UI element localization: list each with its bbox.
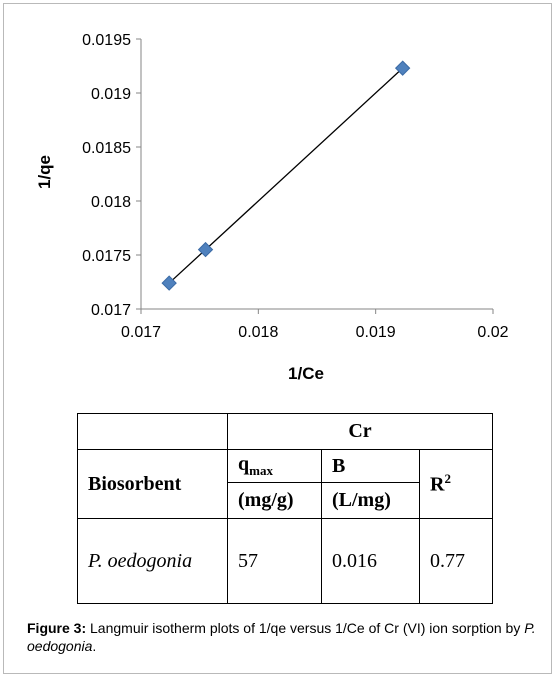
figure-frame: [3, 3, 552, 674]
caption-text: Langmuir isotherm plots of 1/qe versus 1…: [90, 620, 521, 636]
metal-header-cell: Cr: [226, 413, 494, 450]
b-header-cell: B: [321, 449, 420, 483]
data-point: [394, 60, 411, 76]
x-tick-label: 0.018: [238, 324, 278, 341]
table-header-row: Biosorbent qmax B R2: [77, 449, 494, 519]
qmax-subscript: max: [249, 463, 273, 478]
qmax-header-cell: qmax: [227, 449, 322, 483]
y-tick-label: 0.0195: [82, 32, 131, 49]
figure-caption: Figure 3: Langmuir isotherm plots of 1/q…: [27, 619, 542, 655]
biosorbent-header-cell: Biosorbent: [77, 449, 228, 519]
caption-label: Figure 3:: [27, 620, 87, 636]
caption-end: .: [92, 638, 97, 654]
qmax-unit-cell: (mg/g): [227, 482, 322, 519]
qmax-value-cell: 57: [227, 518, 322, 604]
chart-axes: [140, 39, 493, 310]
y-tick-label: 0.019: [91, 86, 131, 103]
x-axis-title: 1/Ce: [288, 364, 324, 383]
y-tick-label: 0.0185: [82, 140, 131, 157]
biosorbent-value-cell: P. oedogonia: [77, 518, 228, 604]
r2-value-cell: 0.77: [418, 518, 494, 604]
table-row: P. oedogonia 57 0.016 0.77: [77, 518, 494, 604]
y-tick-label: 0.017: [91, 302, 131, 319]
r2-base: R: [430, 473, 445, 496]
y-tick-label: 0.018: [91, 194, 131, 211]
qmax-symbol: q: [238, 453, 250, 475]
chart-ticks: 0.017 0.0175 0.018 0.0185 0.019 0.0195 0.017 0.…: [82, 32, 509, 341]
b-value-cell: 0.016: [321, 518, 420, 604]
y-tick-label: 0.0175: [82, 248, 131, 265]
table-unit-row: (mg/g) (L/mg): [78, 482, 493, 519]
y-axis-title: 1/qe: [35, 155, 54, 189]
r2-header-cell: R2: [418, 449, 494, 519]
data-point: [161, 275, 177, 291]
data-point: [197, 241, 214, 258]
chart-series: [161, 60, 411, 291]
r2-superscript: 2: [444, 471, 451, 487]
b-unit-cell: (L/mg): [321, 482, 420, 519]
langmuir-parameters-table: Cr Biosorbent qmax B R2 (mg/g) (L/mg) P.…: [77, 413, 494, 604]
table-empty-cell: [77, 413, 228, 450]
table-group-header-row: Cr: [77, 413, 494, 450]
x-tick-label: 0.019: [356, 324, 396, 341]
x-tick-label: 0.017: [121, 324, 161, 341]
isotherm-chart: 0.017 0.0175 0.018 0.0185 0.019 0.0195 0.017 0.…: [35, 32, 509, 383]
x-tick-label: 0.02: [477, 324, 508, 341]
caption-species: P. oedogonia: [27, 620, 536, 654]
